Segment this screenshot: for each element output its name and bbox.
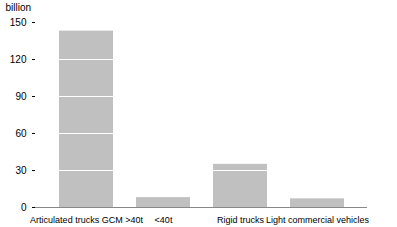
svg-text:90: 90 (15, 91, 27, 102)
svg-text:<40t: <40t (155, 215, 173, 225)
svg-text:60: 60 (15, 128, 27, 139)
svg-text:150: 150 (10, 17, 27, 28)
svg-text:billion: billion (6, 2, 32, 13)
svg-text:120: 120 (10, 54, 27, 65)
svg-text:Articulated trucks GCM >40t: Articulated trucks GCM >40t (30, 215, 143, 225)
svg-text:Rigid trucks: Rigid trucks (217, 215, 265, 225)
svg-text:30: 30 (15, 165, 27, 176)
svg-text:0: 0 (21, 202, 27, 213)
svg-text:Light commercial vehicles: Light commercial vehicles (266, 215, 370, 225)
